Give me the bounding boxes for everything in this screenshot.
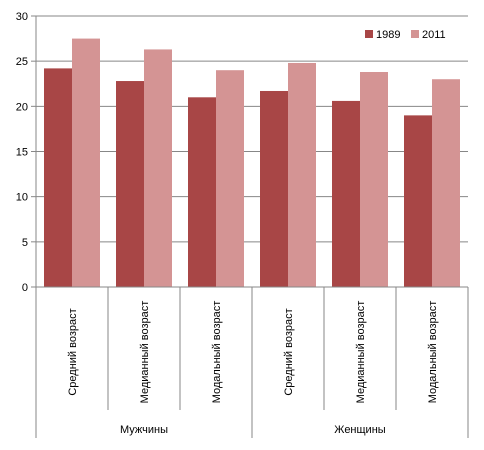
legend: 1989 2011 [365,29,446,41]
legend-label-1989: 1989 [376,29,400,41]
y-axis-tick-labels: 0 5 10 15 20 25 30 [16,11,28,294]
legend-swatch-2011 [411,30,419,38]
legend-swatch-1989 [365,30,373,38]
bar-2011-6 [432,79,460,287]
bar-1989-5 [332,100,360,287]
category-label: Медианный возраст [139,301,151,404]
bar-2011-3 [216,70,244,287]
legend-label-2011: 2011 [422,29,446,41]
bar-1989-6 [404,115,432,287]
category-label: Средний возраст [67,308,79,395]
bars [44,38,460,288]
bar-2011-2 [144,49,172,287]
bar-1989-3 [188,97,216,287]
category-label: Модальный возраст [211,301,223,404]
y-tick-label: 20 [16,101,28,113]
bar-2011-4 [288,62,316,288]
gridlines [36,15,468,243]
x-axis-category-labels: Средний возраст Медианный возраст Модальны… [67,301,439,404]
bar-1989-4 [260,90,288,287]
y-tick-label: 10 [16,192,28,204]
bar-2011-5 [360,72,388,287]
bar-1989-2 [116,81,144,287]
bar-2011-1 [72,38,100,288]
category-label: Средний возраст [283,308,295,395]
bar-1989-1 [44,68,72,287]
x-axis-group-labels: Мужчины Женщины [120,424,386,436]
y-tick-label: 30 [16,11,28,23]
axes [31,15,469,438]
category-label: Медианный возраст [355,301,367,404]
y-tick-label: 0 [22,282,28,294]
category-label: Модальный возраст [427,301,439,404]
y-tick-label: 5 [22,237,28,249]
group-label: Женщины [334,424,385,436]
group-label: Мужчины [120,424,168,436]
y-tick-label: 15 [16,147,28,159]
y-tick-label: 25 [16,56,28,68]
